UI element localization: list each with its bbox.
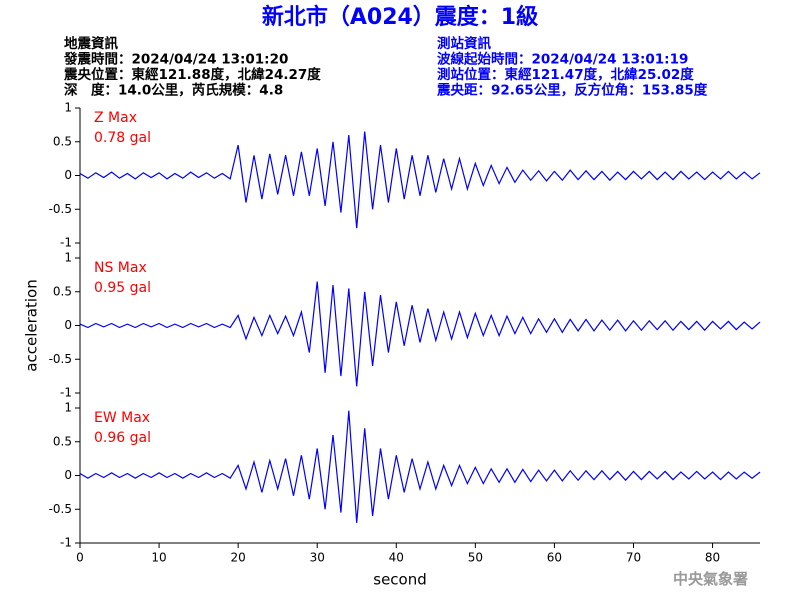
y-tick-label: -0.5 [49,502,72,516]
y-tick-label: -1 [60,536,72,550]
x-tick-label: 80 [705,551,720,565]
max-annotation: 0.96 gal [94,430,151,446]
max-annotation: 0.95 gal [94,280,151,296]
y-tick-label: -0.5 [49,352,72,366]
y-axis-label: acceleration [23,279,41,371]
max-annotation: NS Max [94,260,147,276]
x-tick-label: 10 [151,551,166,565]
y-tick-label: -1 [60,386,72,400]
y-tick-label: 1 [64,251,72,265]
x-tick-label: 40 [389,551,404,565]
max-annotation: 0.78 gal [94,130,151,146]
waveform [79,281,761,387]
y-tick-label: -1 [60,236,72,250]
station-info-line: 測站資訊 [437,35,491,52]
y-tick-label: 0.5 [53,134,72,148]
event-info-line: 震央位置：東經121.88度，北緯24.27度 [63,66,321,83]
x-tick-label: 0 [76,551,84,565]
x-tick-label: 20 [230,551,245,565]
event-info-line: 深 度：14.0公里，芮氏規模：4.8 [64,82,283,99]
max-annotation: EW Max [94,410,150,426]
y-tick-label: 1 [64,401,72,415]
event-info-line: 發震時間：2024/04/24 13:01:20 [63,51,288,68]
footer-credit: 中央氣象署 [673,570,748,588]
y-tick-label: 0 [64,468,72,482]
waveform [79,131,761,229]
x-tick-label: 50 [468,551,483,565]
station-info-line: 震央距：92.65公里，反方位角：153.85度 [436,82,708,99]
y-tick-label: -0.5 [49,202,72,216]
y-tick-label: 0.5 [53,284,72,298]
page-title: 新北市（A024）震度：1級 [262,4,538,30]
station-info-line: 測站位置：東經121.47度，北緯25.02度 [437,66,694,83]
x-tick-label: 70 [626,551,641,565]
x-axis-label: second [373,571,427,589]
y-tick-label: 0 [64,168,72,182]
station-info-line: 波線起始時間：2024/04/24 13:01:19 [437,51,688,68]
event-info-line: 地震資訊 [64,35,118,52]
x-tick-label: 60 [547,551,562,565]
max-annotation: Z Max [94,110,137,126]
y-tick-label: 0.5 [53,434,72,448]
x-tick-label: 30 [310,551,325,565]
y-tick-label: 1 [64,101,72,115]
y-tick-label: 0 [64,318,72,332]
waveform [79,410,761,523]
